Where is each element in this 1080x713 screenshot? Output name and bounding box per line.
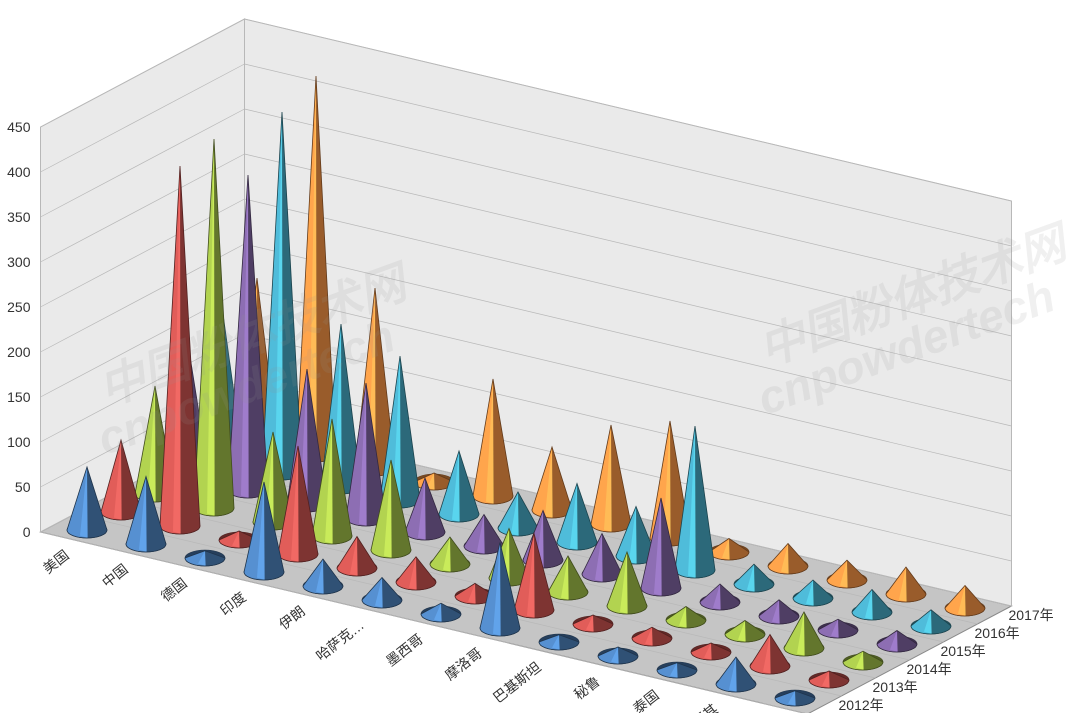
y-tick-label: 350 — [7, 209, 31, 225]
category-label: 泰国 — [630, 687, 662, 713]
y-tick-label: 400 — [7, 164, 31, 180]
y-tick-label: 250 — [7, 299, 31, 315]
series-label: 2016年 — [975, 625, 1020, 641]
y-tick-label: 50 — [15, 479, 31, 495]
category-label: 德国 — [158, 575, 190, 605]
category-label: 美国 — [40, 547, 72, 577]
category-label: 巴基斯坦 — [490, 659, 544, 706]
series-label: 2013年 — [873, 679, 918, 695]
y-tick-label: 0 — [23, 524, 31, 540]
cone — [539, 634, 579, 650]
y-tick-label: 450 — [7, 119, 31, 135]
series-label: 2015年 — [941, 643, 986, 659]
series-label: 2014年 — [907, 661, 952, 677]
category-label: 中国 — [99, 561, 131, 591]
category-label: 伊朗 — [276, 603, 308, 633]
y-tick-label: 300 — [7, 254, 31, 270]
y-tick-label: 200 — [7, 344, 31, 360]
category-label: 印度 — [217, 589, 249, 619]
y-tick-label: 150 — [7, 389, 31, 405]
category-label: 秘鲁 — [571, 673, 603, 703]
category-label: 摩洛哥 — [442, 645, 485, 683]
category-label: 墨西哥 — [383, 631, 426, 669]
series-label: 2012年 — [839, 697, 884, 713]
y-tick-label: 100 — [7, 434, 31, 450]
category-label: 土耳其 — [678, 701, 721, 713]
series-label: 2017年 — [1009, 607, 1054, 623]
category-label: 哈萨克… — [313, 617, 367, 664]
cone — [775, 690, 815, 706]
cone — [185, 550, 225, 566]
cone — [657, 662, 697, 678]
